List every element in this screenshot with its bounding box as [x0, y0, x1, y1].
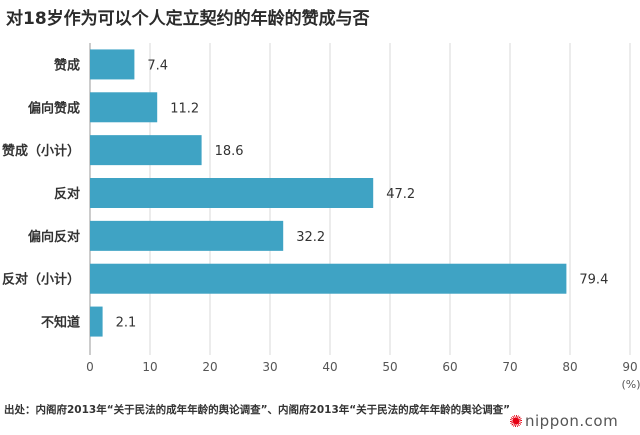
x-tick-label-90: 90	[622, 360, 637, 374]
category-label-5: 反对（小计）	[2, 272, 80, 288]
x-tick-label-10: 10	[142, 360, 157, 374]
x-tick-labels: 0 10 20 30 40 50 60 70 80 90	[86, 360, 637, 374]
nippon-logo[interactable]: nippon.com	[510, 412, 618, 430]
x-tick-label-30: 30	[262, 360, 277, 374]
value-label-3: 47.2	[386, 187, 415, 202]
x-tick-label-0: 0	[86, 360, 94, 374]
category-label-4: 偏向反对	[28, 229, 80, 245]
value-label-6: 2.1	[116, 316, 137, 331]
value-label-4: 32.2	[296, 230, 325, 245]
x-tick-label-20: 20	[202, 360, 217, 374]
bar-1	[90, 92, 158, 123]
bar-3	[90, 178, 374, 208]
bar-6	[90, 306, 103, 337]
bar-0	[90, 49, 135, 80]
bar-2	[90, 135, 202, 166]
category-label-3: 反对	[54, 186, 80, 202]
x-tick-label-50: 50	[382, 360, 397, 374]
chart-title: 对18岁作为可以个人定立契约的年龄的赞成与否	[6, 9, 370, 29]
logo-text: nippon.com	[525, 412, 619, 430]
value-label-0: 7.4	[147, 58, 168, 73]
category-label-2: 赞成（小计）	[1, 143, 80, 159]
value-label-2: 18.6	[215, 144, 244, 159]
value-label-5: 79.4	[579, 273, 608, 288]
bar-4	[90, 220, 284, 251]
value-label-1: 11.2	[170, 101, 199, 116]
category-label-0: 赞成	[53, 57, 80, 73]
value-labels: 7.4 11.2 18.6 47.2 32.2 79.4 2.1	[116, 58, 609, 330]
nippon-logo-icon	[510, 415, 522, 427]
bar-5	[90, 263, 567, 294]
source-note: 出处：内阁府2013年“关于民法的成年年龄的舆论调查”、内阁府2013年“关于民…	[4, 404, 511, 416]
category-label-1: 偏向赞成	[28, 100, 80, 116]
x-tick-label-40: 40	[322, 360, 337, 374]
x-tick-label-60: 60	[442, 360, 457, 374]
x-tick-label-70: 70	[502, 360, 517, 374]
x-tick-label-80: 80	[562, 360, 577, 374]
x-unit-label: (%)	[621, 378, 640, 391]
category-label-6: 不知道	[41, 315, 80, 331]
bars	[90, 49, 567, 337]
